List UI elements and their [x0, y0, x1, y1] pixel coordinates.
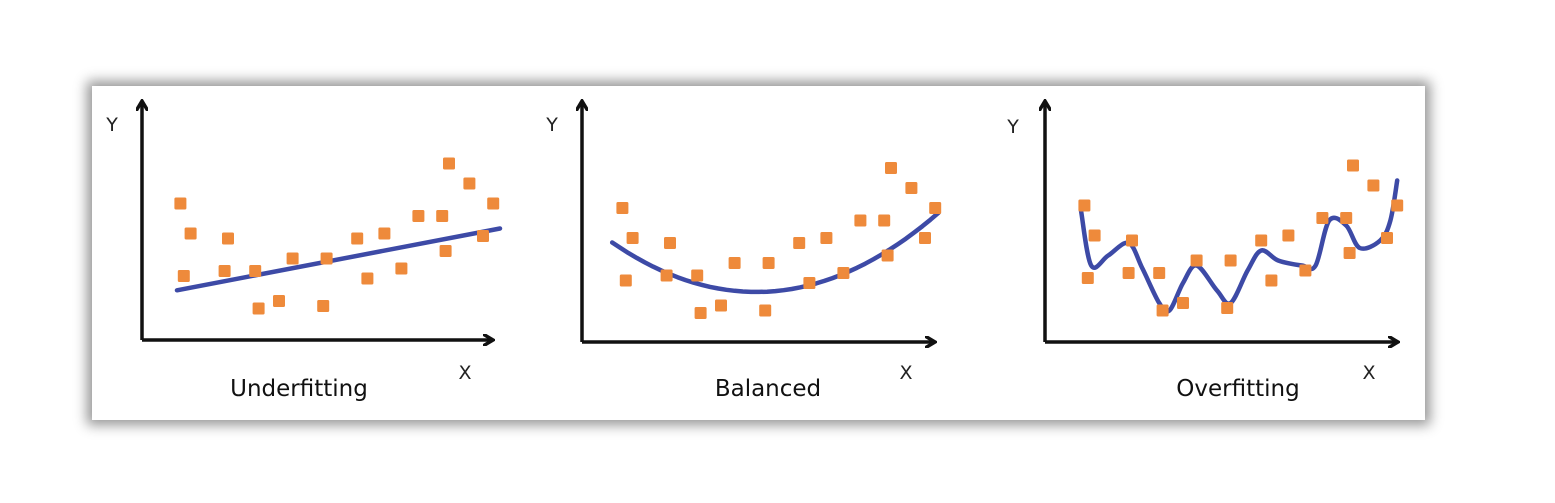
- data-point: [919, 232, 931, 244]
- data-point: [378, 227, 391, 240]
- data-point: [177, 270, 190, 282]
- data-point: [1153, 267, 1166, 279]
- points-group: [1078, 159, 1404, 317]
- figure-card: Y X Underfitting Y X Balanced Y X Overfi…: [92, 86, 1425, 420]
- data-point: [351, 232, 364, 245]
- data-point: [320, 252, 333, 265]
- data-point: [1391, 199, 1404, 212]
- data-point: [820, 232, 833, 244]
- data-point: [1265, 274, 1278, 287]
- data-point: [759, 304, 772, 317]
- data-point: [837, 267, 850, 279]
- data-point: [477, 230, 489, 242]
- panel-balanced: Y X Balanced: [545, 102, 942, 402]
- data-point: [286, 252, 299, 265]
- data-point: [487, 197, 500, 210]
- data-point: [395, 262, 408, 275]
- data-point: [1255, 234, 1268, 247]
- data-point: [218, 265, 231, 277]
- data-point: [793, 237, 806, 249]
- data-point: [1122, 267, 1135, 279]
- data-point: [273, 295, 285, 307]
- data-point: [694, 307, 707, 319]
- data-point: [691, 269, 704, 282]
- data-point: [1126, 234, 1138, 247]
- x-axis-label: X: [1362, 362, 1375, 384]
- data-point: [762, 257, 775, 269]
- data-point: [1381, 232, 1393, 244]
- data-point: [174, 197, 187, 210]
- data-point: [1224, 254, 1237, 267]
- data-point: [1078, 199, 1091, 212]
- data-point: [885, 162, 897, 174]
- data-point: [1081, 272, 1094, 284]
- y-axis-label: Y: [105, 114, 118, 136]
- data-point: [619, 274, 632, 287]
- data-point: [317, 300, 330, 312]
- x-axis-label: X: [899, 362, 912, 384]
- x-axis-label: X: [458, 362, 471, 384]
- data-point: [626, 232, 639, 244]
- data-point: [1343, 247, 1356, 259]
- data-point: [439, 245, 452, 257]
- y-axis-label: Y: [1006, 116, 1019, 138]
- panel-overfitting: Y X Overfitting: [1006, 102, 1404, 402]
- data-point: [443, 157, 455, 170]
- fit-line: [174, 226, 503, 293]
- data-point: [905, 182, 918, 194]
- data-point: [1316, 212, 1329, 224]
- data-point: [222, 232, 234, 245]
- data-point: [412, 210, 425, 222]
- data-point: [881, 249, 894, 262]
- data-point: [1177, 297, 1189, 309]
- data-point: [1156, 304, 1169, 317]
- data-point: [184, 227, 197, 240]
- data-point: [463, 177, 476, 190]
- data-point: [252, 302, 265, 315]
- fit-line-group: [1078, 178, 1400, 314]
- data-point: [929, 202, 942, 214]
- data-point: [1221, 302, 1234, 314]
- panel-title: Underfitting: [230, 376, 368, 402]
- data-point: [1190, 254, 1203, 267]
- data-point: [803, 277, 816, 289]
- points-group: [616, 162, 942, 319]
- chart-svg: Y X Underfitting Y X Balanced Y X Overfi…: [105, 86, 1404, 402]
- data-point: [1347, 159, 1359, 172]
- data-point: [715, 299, 727, 312]
- data-point: [249, 265, 262, 277]
- data-point: [1282, 229, 1295, 242]
- points-group: [174, 157, 500, 315]
- panel-title: Balanced: [715, 376, 821, 402]
- data-point: [436, 210, 449, 222]
- data-point: [728, 257, 741, 269]
- y-axis-label: Y: [545, 114, 558, 136]
- data-point: [878, 214, 891, 227]
- data-point: [854, 214, 867, 227]
- panel-title: Overfitting: [1176, 376, 1299, 402]
- data-point: [1088, 229, 1101, 242]
- data-point: [664, 237, 676, 249]
- data-point: [660, 269, 673, 282]
- fit-line-group: [174, 226, 503, 293]
- data-point: [1340, 212, 1353, 224]
- fit-line: [1078, 178, 1400, 314]
- data-point: [361, 272, 374, 285]
- data-point: [1299, 264, 1312, 277]
- panel-underfitting: Y X Underfitting: [105, 102, 503, 402]
- data-point: [1367, 179, 1380, 192]
- data-point: [616, 202, 629, 214]
